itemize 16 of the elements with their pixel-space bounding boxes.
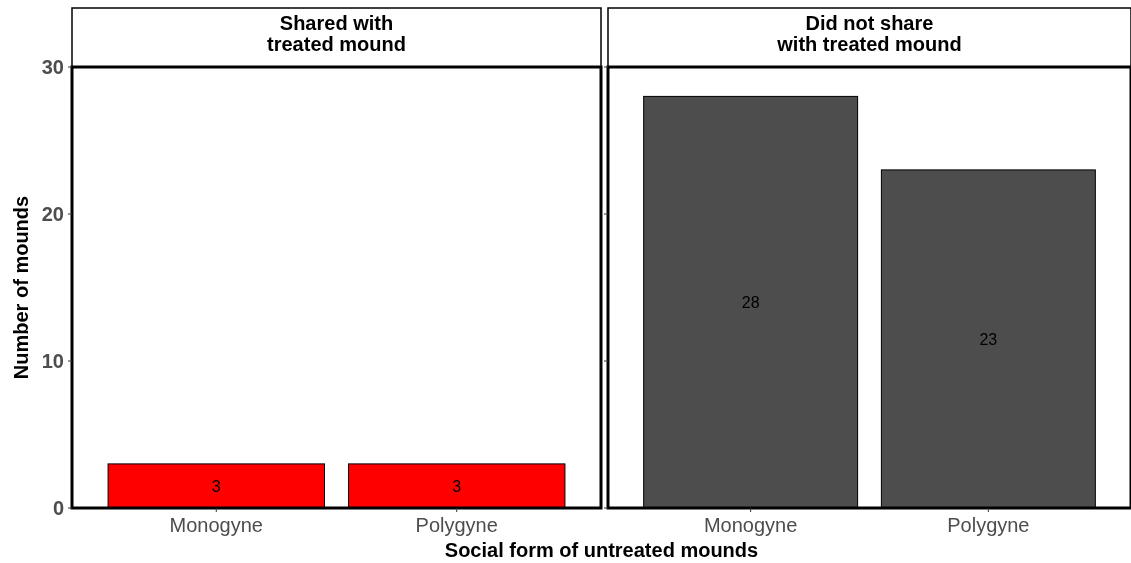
data-label: 3 (452, 477, 462, 495)
chart-title: Did not share with treated mound (776, 12, 962, 55)
data-label: 3 (211, 477, 221, 495)
y-tick-label: 30 (41, 56, 64, 78)
y-axis-title: Number of mounds (10, 195, 32, 380)
x-tick-label: Polygyne (947, 514, 1030, 536)
x-tick-label: Polygyne (415, 514, 498, 536)
y-tick-label: 0 (52, 497, 64, 519)
y-tick-label: 20 (41, 203, 64, 225)
data-label: 23 (979, 330, 998, 348)
y-tick-label: 10 (41, 350, 64, 372)
chart-title: Shared with treated mound (267, 12, 406, 55)
x-tick-label: Monogyne (703, 514, 798, 536)
x-tick-label: Monogyne (169, 514, 263, 536)
data-label: 28 (741, 293, 760, 311)
x-axis-title: Social form of untreated mounds (444, 539, 759, 561)
